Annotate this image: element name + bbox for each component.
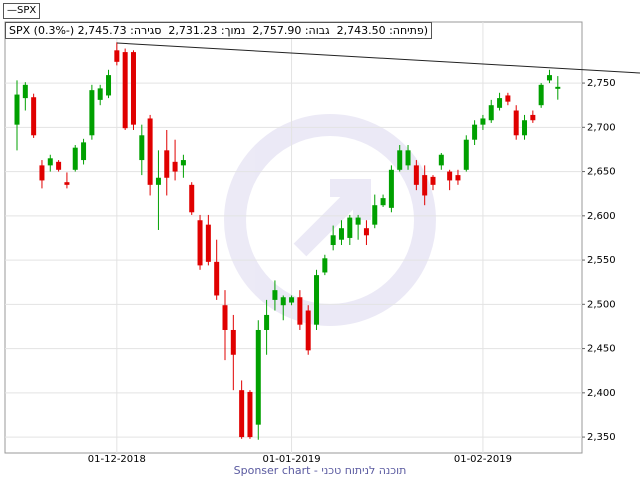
legend: —SPX (3, 3, 41, 19)
candle-body (314, 275, 320, 325)
candle-body (81, 142, 87, 161)
candle-body (147, 118, 153, 185)
candle-body (197, 220, 203, 266)
candle-body (372, 205, 378, 225)
candle-body (164, 150, 170, 178)
candle-body (14, 94, 20, 125)
candle-body (546, 75, 552, 81)
watermark (224, 114, 436, 326)
legend-line: — (7, 5, 17, 16)
candle-body (289, 297, 295, 303)
candle-body (530, 114, 536, 121)
candle-body (422, 175, 428, 196)
candle-body (56, 161, 62, 170)
candle-body (64, 182, 70, 185)
candle-body (455, 175, 461, 181)
y-tick-label: 2,550 (587, 255, 616, 266)
legend-label: SPX (17, 5, 37, 16)
candle-body (114, 50, 120, 62)
candle-body (347, 217, 353, 238)
y-tick-label: 2,500 (587, 299, 616, 310)
y-tick-label: 2,350 (587, 432, 616, 443)
candle-body (239, 390, 245, 438)
y-tick-label: 2,700 (587, 122, 616, 133)
candle-body (72, 147, 78, 170)
candle-body (488, 105, 494, 121)
info-bar: (פתיחה: 2,743.50 גבוה: 2,757.90 נמוך: 2,… (5, 22, 433, 39)
candle-body (280, 297, 286, 306)
candle-body (438, 154, 444, 166)
candle-body (47, 158, 53, 166)
candle-body (447, 171, 453, 181)
candle-body (472, 124, 478, 140)
y-tick-label: 2,400 (587, 388, 616, 399)
candle-body (388, 169, 394, 208)
candle-body (180, 160, 186, 166)
candle-body (355, 217, 361, 225)
candle-body (405, 150, 411, 166)
candle-body (222, 305, 228, 330)
candle-body (97, 88, 103, 100)
candle-body (538, 84, 544, 106)
candle-body (22, 84, 28, 99)
candle-body (205, 224, 211, 262)
candle-body (463, 139, 469, 170)
y-tick-label: 2,450 (587, 344, 616, 355)
candle-body (122, 52, 128, 129)
candle-body (305, 310, 311, 351)
candle-body (272, 290, 278, 300)
candle-body (513, 110, 519, 136)
candle-body (555, 86, 561, 89)
candle-body (31, 97, 37, 136)
y-tick-label: 2,600 (587, 211, 616, 222)
candle-body (480, 118, 486, 125)
candle-body (297, 297, 303, 325)
candle-body (155, 177, 161, 185)
candle-body (338, 228, 344, 240)
x-tick-label: 01-01-2019 (262, 454, 320, 465)
candle-body (139, 135, 145, 161)
y-tick-label: 2,650 (587, 167, 616, 178)
candle-body (430, 176, 436, 185)
candle-body (106, 75, 112, 96)
candle-body (397, 150, 403, 170)
candle-body (189, 184, 195, 213)
candle-body (264, 314, 270, 330)
candle-body (172, 161, 178, 172)
candle-body (39, 165, 45, 181)
x-tick-label: 01-02-2019 (454, 454, 512, 465)
candle-body (255, 329, 261, 425)
x-tick-label: 01-12-2018 (88, 454, 146, 465)
candle-body (363, 228, 369, 236)
candle-body (89, 90, 95, 136)
candle-body (230, 329, 236, 355)
candle-body (497, 98, 503, 108)
candle-body (380, 198, 386, 206)
candle-body (322, 258, 328, 273)
footer: תוכנה לניתוח טכני - Sponser chart (233, 464, 407, 477)
candle-body (330, 235, 336, 246)
y-tick-label: 2,750 (587, 78, 616, 89)
candle-body (522, 120, 528, 136)
candle-body (505, 95, 511, 102)
candle-body (247, 391, 253, 438)
candle-body (214, 261, 220, 296)
trend-line (116, 42, 640, 74)
candle-body (413, 165, 419, 185)
candle-body (130, 52, 136, 125)
